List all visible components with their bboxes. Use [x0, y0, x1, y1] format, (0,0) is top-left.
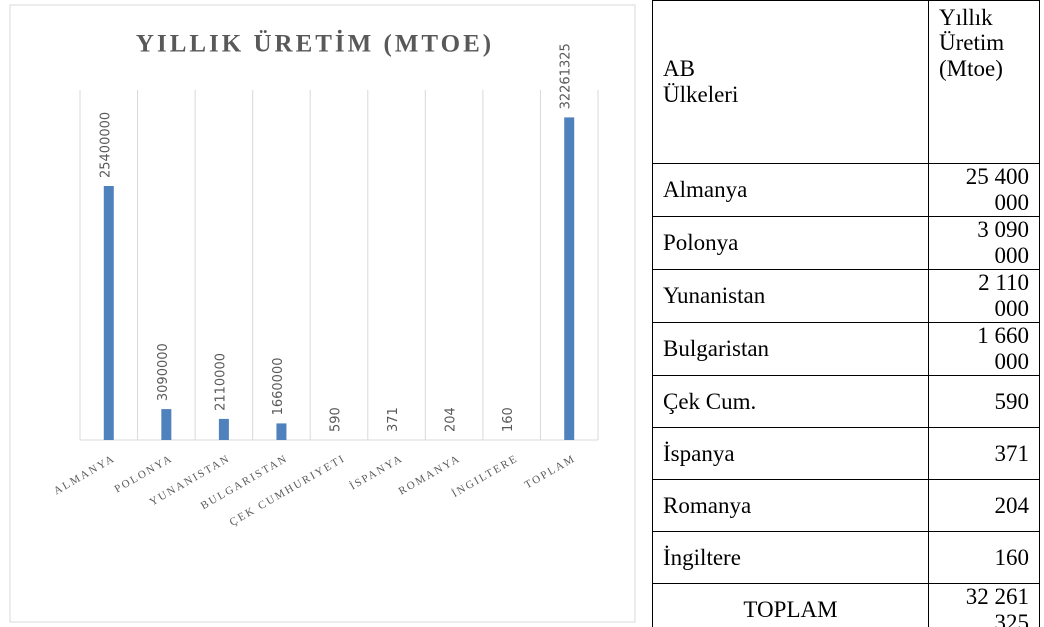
- data-label: 25400000: [98, 112, 113, 178]
- table-cell: Yunanistan: [652, 269, 929, 323]
- table-row: TOPLAM 32 261 325: [652, 583, 1040, 627]
- table-cell: Bulgaristan: [652, 322, 929, 376]
- header-text: Yıllık Üretim (Mtoe): [939, 5, 1005, 81]
- table-cell: 2 110 000: [928, 269, 1040, 323]
- table-row: Çek Cum. 590: [652, 375, 1040, 428]
- bar: [276, 423, 287, 440]
- data-label: 590: [329, 407, 344, 432]
- table-row: Almanya 25 400 000: [652, 163, 1040, 217]
- data-table: AB Ülkeleri Yıllık Üretim (Mtoe) Almanya 2…: [652, 0, 1040, 627]
- bar: [103, 186, 114, 440]
- table-cell: 160: [928, 531, 1040, 584]
- data-label: 3090000: [156, 343, 171, 401]
- table-cell: 590: [928, 375, 1040, 428]
- table-row: İngiltere 160: [652, 531, 1040, 584]
- data-label: 160: [501, 407, 516, 432]
- table-cell: İngiltere: [652, 531, 929, 584]
- header-cell: Yıllık Üretim (Mtoe): [928, 0, 1040, 164]
- header-cell: AB Ülkeleri: [652, 0, 929, 164]
- data-label: 2110000: [213, 353, 228, 411]
- table-cell: 3 090 000: [928, 216, 1040, 270]
- table-cell: 32 261 325: [928, 583, 1040, 627]
- table-cell: Polonya: [652, 216, 929, 270]
- data-label: 371: [386, 407, 401, 432]
- data-label: 1660000: [271, 357, 286, 415]
- chart-frame: [9, 4, 636, 623]
- table-cell: Romanya: [652, 479, 929, 532]
- table-cell: Almanya: [652, 163, 929, 217]
- table-cell: 1 660 000: [928, 322, 1040, 376]
- chart-title: YILLIK ÜRETİM (MTOE): [136, 30, 494, 58]
- table-cell: Çek Cum.: [652, 375, 929, 428]
- table-cell: 371: [928, 427, 1040, 480]
- bar: [161, 409, 172, 440]
- table-body: Almanya 25 400 000 Polonya 3 090 000 Yunanis…: [652, 163, 1040, 627]
- table-row: Romanya 204: [652, 479, 1040, 532]
- table-cell: 25 400 000: [928, 163, 1040, 217]
- table-cell: TOPLAM: [652, 583, 929, 627]
- table-row: Bulgaristan 1 660 000: [652, 322, 1040, 376]
- header-text: AB Ülkeleri: [663, 56, 739, 107]
- chart: YILLIK ÜRETİM (MTOE) ALMANYA25400000POLO…: [9, 4, 636, 623]
- data-label: 204: [444, 407, 459, 432]
- table-row: İspanya 371: [652, 427, 1040, 480]
- table-header: AB Ülkeleri Yıllık Üretim (Mtoe): [652, 0, 1040, 164]
- table-cell: İspanya: [652, 427, 929, 480]
- data-label: 32261325: [559, 43, 574, 109]
- bar: [564, 117, 575, 440]
- table-row: Polonya 3 090 000: [652, 216, 1040, 270]
- table-cell: 204: [928, 479, 1040, 532]
- table-row: Yunanistan 2 110 000: [652, 269, 1040, 323]
- bar: [218, 418, 229, 440]
